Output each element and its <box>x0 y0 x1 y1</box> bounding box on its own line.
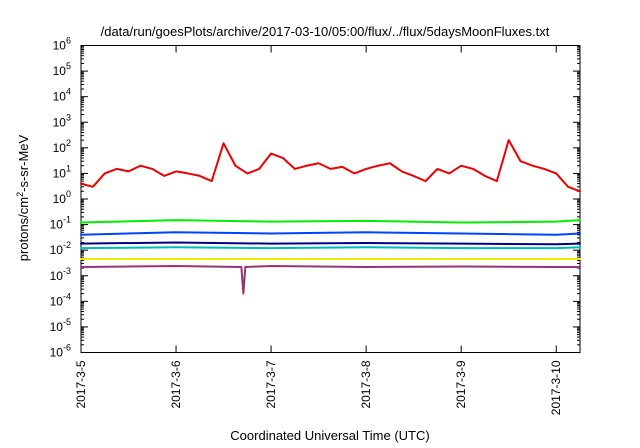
y-ticks: 10-610-510-410-310-210-11001011021031041… <box>50 36 580 360</box>
y-tick-label: 10-3 <box>50 266 71 283</box>
series-line <box>80 246 581 250</box>
y-tick-label-base: 10 <box>53 115 67 129</box>
x-tick-label: 2017-3-9 <box>454 360 468 408</box>
x-axis-label: Coordinated Universal Time (UTC) <box>230 428 429 443</box>
series-line <box>80 219 581 224</box>
y-tick-label-base: 10 <box>53 141 67 155</box>
y-tick-label: 10-5 <box>50 317 71 334</box>
y-tick-label: 105 <box>53 61 71 78</box>
y-tick-label-base: 10 <box>53 39 67 53</box>
x-tick-label: 2017-3-5 <box>74 360 88 408</box>
y-axis-label-superscript: 2 <box>15 192 25 197</box>
y-tick-label-base: 10 <box>50 294 64 308</box>
y-tick-label-exponent: -4 <box>63 291 71 301</box>
x-tick-label: 2017-3-6 <box>169 360 183 408</box>
y-tick-label: 101 <box>53 163 71 180</box>
y-tick-label-exponent: 6 <box>66 36 71 46</box>
y-tick-label-base: 10 <box>53 192 67 206</box>
y-tick-label-base: 10 <box>53 64 67 78</box>
series-line <box>80 241 581 246</box>
y-tick-label-base: 10 <box>50 320 64 334</box>
y-tick-label-exponent: 2 <box>66 138 71 148</box>
chart-title: /data/run/goesPlots/archive/2017-03-10/0… <box>101 24 550 39</box>
y-tick-label: 103 <box>53 112 71 129</box>
y-tick-label-exponent: -1 <box>63 215 71 225</box>
y-tick-label: 102 <box>53 138 71 155</box>
x-ticks: 2017-3-5 2017-3-6 2017-3-7 2017-3-8 2017-3-9… <box>74 45 563 415</box>
y-tick-label-base: 10 <box>53 90 67 104</box>
y-axis-label-tail: -s-sr-MeV <box>16 134 31 191</box>
y-tick-label-base: 10 <box>53 166 67 180</box>
y-tick-label: 104 <box>53 87 71 104</box>
y-tick-label-exponent: -5 <box>63 317 71 327</box>
series-line <box>80 265 581 295</box>
y-axis-label: protons/cm2-s-sr-MeV <box>15 134 31 261</box>
series-line <box>80 139 581 193</box>
y-axis-label-main: protons/cm <box>16 197 31 261</box>
x-tick-label: 2017-3-7 <box>264 360 278 408</box>
x-tick-label: 2017-3-10 <box>549 360 563 415</box>
y-tick-label-base: 10 <box>50 243 64 257</box>
series-group <box>80 139 581 295</box>
y-tick-label-exponent: -6 <box>63 343 71 353</box>
y-tick-label-exponent: 3 <box>66 112 71 122</box>
series-line <box>80 231 581 236</box>
y-tick-label-exponent: 0 <box>66 189 71 199</box>
y-tick-label: 10-2 <box>50 240 71 257</box>
y-tick-label-base: 10 <box>50 218 64 232</box>
y-tick-label-base: 10 <box>50 269 64 283</box>
plot-frame <box>80 45 581 353</box>
y-tick-label-exponent: 4 <box>66 87 71 97</box>
x-tick-label: 2017-3-8 <box>359 360 373 408</box>
y-tick-label-exponent: -2 <box>63 240 71 250</box>
y-tick-label: 100 <box>53 189 71 206</box>
y-tick-label-base: 10 <box>50 346 64 360</box>
y-tick-label-exponent: 1 <box>66 163 71 173</box>
y-tick-label: 10-6 <box>50 343 71 360</box>
y-tick-label-exponent: 5 <box>66 61 71 71</box>
y-tick-label: 10-1 <box>50 215 71 232</box>
y-tick-label: 10-4 <box>50 291 71 308</box>
y-tick-label: 106 <box>53 36 71 53</box>
y-tick-label-exponent: -3 <box>63 266 71 276</box>
